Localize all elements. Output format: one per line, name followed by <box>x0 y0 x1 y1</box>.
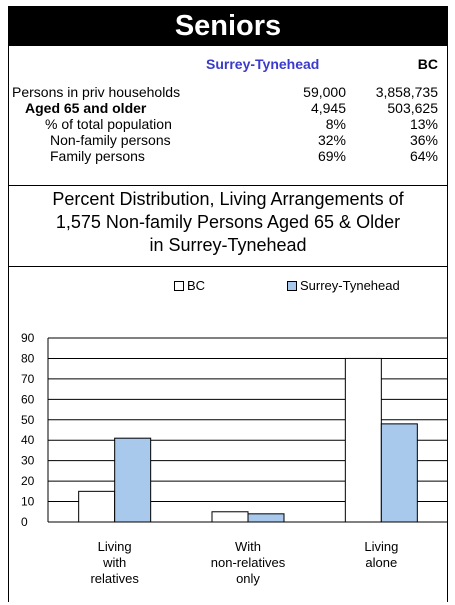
x-category-label-line: alone <box>365 555 398 570</box>
table-row: Family persons 69% 64% <box>8 148 448 164</box>
y-tick-label: 10 <box>21 495 35 509</box>
table-row: Non-family persons 32% 36% <box>8 132 448 148</box>
y-tick-label: 50 <box>21 413 35 427</box>
y-tick-label: 80 <box>21 351 35 365</box>
row-value-bc: 13% <box>409 116 438 132</box>
x-category-label: With non-relatives only <box>193 539 303 587</box>
bar-surrey <box>114 437 152 523</box>
x-category-label: Living with relatives <box>60 539 170 587</box>
panel-frame <box>8 6 448 602</box>
bar-bc <box>78 490 116 523</box>
legend-item-surrey: Surrey-Tynehead <box>287 278 400 293</box>
x-category-label: Living alone <box>326 539 436 571</box>
column-header-bc: BC <box>417 56 438 72</box>
y-tick-label: 60 <box>21 392 35 406</box>
y-tick-label: 40 <box>21 433 35 447</box>
row-value-surrey: 32% <box>317 132 346 148</box>
x-category-label-line: relatives <box>90 571 139 586</box>
column-header-surrey: Surrey-Tynehead <box>206 56 320 72</box>
chart-title-line: Percent Distribution, Living Arrangement… <box>52 189 404 209</box>
row-value-surrey: 69% <box>317 148 346 164</box>
legend-item-bc: BC <box>174 278 205 293</box>
x-category-label-line: non-relatives <box>210 555 286 570</box>
y-tick-label: 20 <box>21 474 35 488</box>
table-row: Persons in priv households 59,000 3,858,… <box>8 84 448 100</box>
chart-title-line: in Surrey-Tynehead <box>149 235 307 255</box>
bar-surrey <box>247 513 285 523</box>
row-label: Aged 65 and older <box>25 100 147 116</box>
row-label: Family persons <box>50 148 145 164</box>
row-value-surrey: 4,945 <box>310 100 346 116</box>
y-tick-label: 90 <box>21 331 35 345</box>
chart-title: Percent Distribution, Living Arrangement… <box>8 188 448 257</box>
legend-label-bc: BC <box>187 278 206 293</box>
row-value-bc: 64% <box>409 148 438 164</box>
row-label: Persons in priv households <box>12 84 181 100</box>
legend-swatch-surrey <box>287 280 297 291</box>
bar-bc <box>211 511 249 523</box>
stats-table: Surrey-Tynehead BC Persons in priv house… <box>8 46 448 186</box>
chart-title-line: 1,575 Non-family Persons Aged 65 & Older <box>55 212 401 232</box>
row-label: Non-family persons <box>50 132 171 148</box>
x-category-label-line: with <box>103 555 127 570</box>
row-label: % of total population <box>45 116 172 132</box>
row-value-surrey: 59,000 <box>303 84 346 100</box>
y-tick-label: 30 <box>21 454 35 468</box>
bar-bc <box>344 357 382 523</box>
x-category-label-line: Living <box>97 539 132 554</box>
row-value-surrey: 8% <box>325 116 346 132</box>
row-value-bc: 3,858,735 <box>375 84 438 100</box>
row-value-bc: 503,625 <box>387 100 438 116</box>
y-tick-label: 70 <box>21 372 35 386</box>
row-value-bc: 36% <box>409 132 438 148</box>
legend-label-surrey: Surrey-Tynehead <box>300 278 400 293</box>
table-row: Aged 65 and older 4,945 503,625 <box>8 100 448 116</box>
x-category-label-line: Living <box>364 539 399 554</box>
divider <box>8 185 448 186</box>
legend-swatch-bc <box>174 280 184 291</box>
table-row: % of total population 8% 13% <box>8 116 448 132</box>
divider <box>8 266 448 267</box>
x-category-label-line: only <box>236 571 260 586</box>
y-tick-label: 0 <box>21 515 28 529</box>
bar-surrey <box>380 423 418 523</box>
page-title: Seniors <box>8 6 448 46</box>
x-category-label-line: With <box>235 539 261 554</box>
